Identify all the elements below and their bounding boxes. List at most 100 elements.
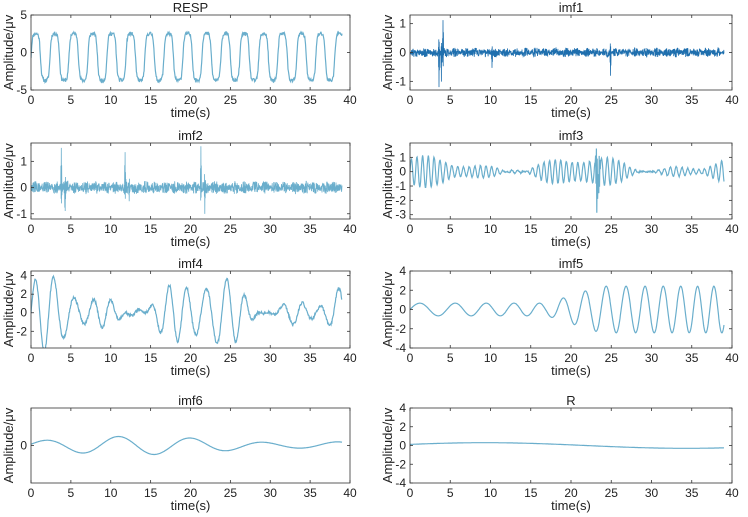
x-tick-label: 10: [104, 222, 118, 236]
x-tick-label: 35: [303, 486, 317, 500]
chart-title: imf1: [559, 0, 584, 15]
series-line: [31, 435, 343, 456]
chart-title: imf4: [178, 256, 203, 271]
x-tick-label: 0: [407, 222, 414, 236]
y-tick-label: 1: [20, 154, 27, 168]
series-line: [31, 30, 343, 85]
y-tick-label: 2: [399, 420, 406, 434]
y-tick-label: -4: [395, 476, 406, 490]
x-tick-label: 5: [447, 351, 454, 365]
x-tick-label: 0: [407, 486, 414, 500]
x-tick-label: 15: [524, 222, 538, 236]
x-tick-label: 15: [144, 222, 158, 236]
x-tick-label: 20: [184, 222, 198, 236]
x-tick-label: 25: [224, 351, 238, 365]
x-tick-label: 35: [303, 351, 317, 365]
x-tick-label: 35: [685, 222, 699, 236]
x-tick-label: 10: [104, 351, 118, 365]
x-tick-label: 30: [645, 486, 659, 500]
x-tick-label: 10: [104, 486, 118, 500]
axes-frame: [30, 142, 351, 220]
x-tick-label: 30: [645, 222, 659, 236]
x-axis-label: time(s): [171, 498, 211, 513]
x-tick-label: 25: [605, 486, 619, 500]
x-tick-label: 20: [564, 93, 578, 107]
x-tick-label: 20: [564, 351, 578, 365]
y-axis-label: Amplitude/μv: [380, 14, 395, 90]
y-tick-label: 2: [399, 283, 406, 297]
x-tick-label: 30: [645, 93, 659, 107]
series-line: [31, 146, 343, 214]
axes-frame: [30, 407, 351, 484]
chart-title: imf3: [559, 128, 584, 143]
y-tick-label: 0: [20, 306, 27, 320]
x-tick-label: 25: [605, 93, 619, 107]
y-axis-label: Amplitude/μv: [1, 143, 16, 219]
x-axis-label: time(s): [551, 105, 591, 120]
x-axis-label: time(s): [551, 498, 591, 513]
x-axis-label: time(s): [171, 234, 211, 249]
x-tick-label: 20: [184, 93, 198, 107]
chart-panel: imf6 0 5 10 15 20 25 30 35 40 0 time(s) Amplitude/μv: [1, 393, 357, 513]
x-tick-label: 40: [343, 93, 357, 107]
x-tick-label: 15: [524, 93, 538, 107]
axes-frame: [409, 142, 733, 220]
x-axis-label: time(s): [551, 363, 591, 378]
x-tick-label: 5: [68, 93, 75, 107]
x-tick-label: 30: [264, 351, 278, 365]
x-tick-label: 10: [484, 93, 498, 107]
x-tick-label: 20: [184, 351, 198, 365]
x-tick-label: 25: [224, 93, 238, 107]
x-tick-label: 35: [303, 93, 317, 107]
y-tick-label: 0: [399, 165, 406, 179]
x-tick-label: 25: [224, 222, 238, 236]
y-tick-label: 0: [399, 439, 406, 453]
x-tick-label: 30: [264, 486, 278, 500]
chart-title: imf5: [559, 256, 584, 271]
chart-panel: imf5 0 5 10 15 20 25 30 35 40 -4 -2 0 2 4 time(s) Amplit…: [380, 256, 739, 378]
x-tick-label: 30: [264, 93, 278, 107]
x-tick-label: 15: [524, 351, 538, 365]
y-tick-label: -2: [16, 324, 27, 338]
y-tick-label: 1: [399, 17, 406, 31]
x-tick-label: 35: [303, 222, 317, 236]
y-axis-label: Amplitude/μv: [1, 271, 16, 347]
x-tick-label: 35: [685, 351, 699, 365]
x-tick-label: 5: [447, 486, 454, 500]
axes-frame: [30, 14, 351, 91]
x-tick-label: 10: [484, 486, 498, 500]
y-tick-label: -1: [16, 207, 27, 221]
series-line: [410, 285, 725, 334]
x-tick-label: 0: [28, 93, 35, 107]
x-tick-label: 35: [685, 486, 699, 500]
y-tick-label: 4: [399, 264, 406, 278]
x-tick-label: 0: [28, 222, 35, 236]
y-tick-label: 0: [399, 46, 406, 60]
y-axis-label: Amplitude/μv: [380, 407, 395, 483]
x-tick-label: 0: [407, 93, 414, 107]
y-tick-label: -1: [395, 179, 406, 193]
x-tick-label: 40: [725, 351, 739, 365]
x-tick-label: 30: [645, 351, 659, 365]
y-tick-label: -2: [395, 322, 406, 336]
x-tick-label: 35: [685, 93, 699, 107]
x-tick-label: 25: [605, 351, 619, 365]
y-tick-label: 1: [399, 150, 406, 164]
x-tick-label: 15: [144, 93, 158, 107]
x-tick-label: 40: [725, 93, 739, 107]
x-tick-label: 25: [224, 486, 238, 500]
x-tick-label: 5: [447, 222, 454, 236]
x-tick-label: 5: [68, 222, 75, 236]
chart-title: RESP: [173, 0, 208, 15]
y-tick-label: -3: [395, 208, 406, 222]
x-tick-label: 40: [343, 351, 357, 365]
x-tick-label: 30: [264, 222, 278, 236]
y-tick-label: -5: [16, 83, 27, 97]
series-line: [31, 274, 343, 348]
